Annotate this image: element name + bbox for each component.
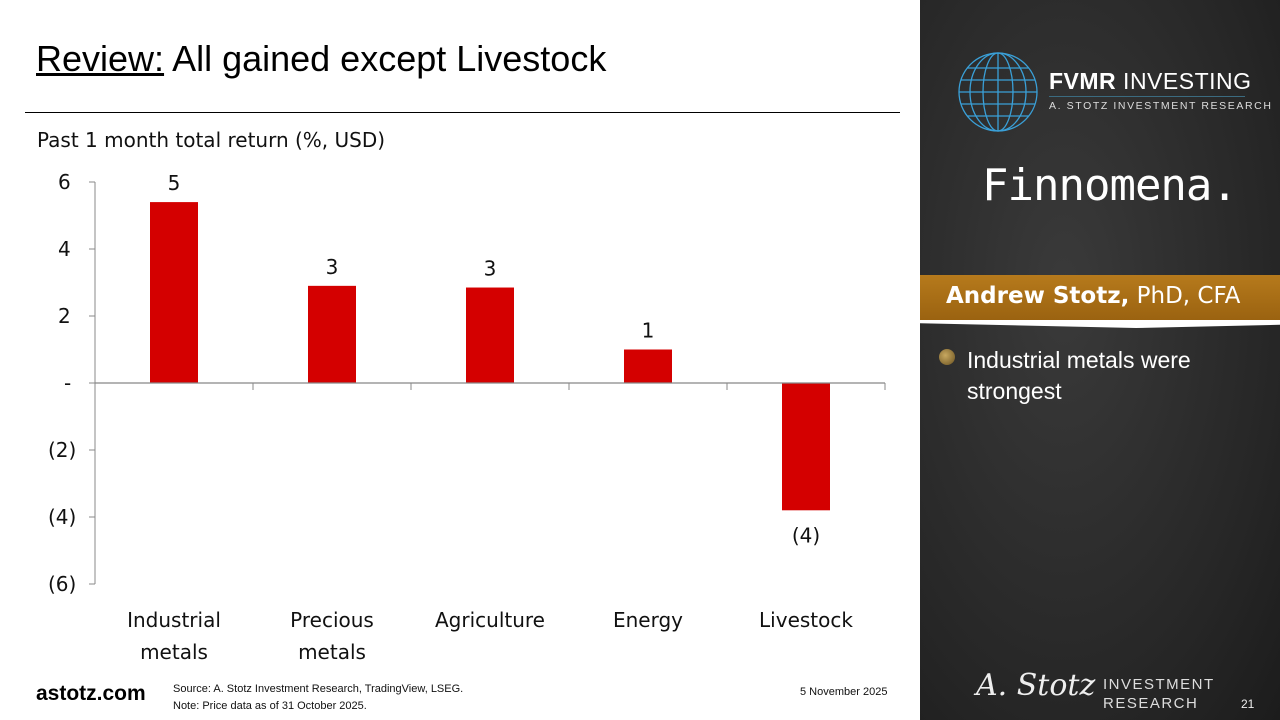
page-number: 21 — [1241, 697, 1255, 711]
side-panel — [920, 0, 1280, 720]
bar-agriculture — [466, 287, 514, 383]
bar-precious-metals — [308, 285, 356, 383]
signature-logo: A. Stotz — [976, 668, 1096, 703]
bar-chart: 6 4 2 - (2) (4) (6) 5 Industrial metals 3 Precious m… — [48, 170, 886, 664]
presenter-name: Andrew Stotz, PhD, CFA — [946, 283, 1241, 309]
bar-industrial-metals — [150, 202, 198, 383]
x-tick-label: Precious — [290, 608, 374, 632]
bar-livestock — [782, 383, 830, 511]
x-tick-label: Livestock — [759, 608, 853, 632]
y-tick-label: - — [64, 371, 71, 395]
y-tick-label: 6 — [58, 170, 71, 194]
title-divider — [25, 112, 900, 113]
data-label: 1 — [642, 319, 655, 343]
data-label: (4) — [792, 523, 820, 547]
site-url: astotz.com — [36, 682, 146, 705]
slide-title: Review: All gained except Livestock — [36, 38, 607, 79]
x-tick-label: metals — [140, 640, 208, 664]
presenter-banner — [920, 275, 1280, 321]
y-tick-label: 4 — [58, 237, 71, 261]
bullet-text: Industrial metals were strongest — [967, 347, 1191, 404]
x-tick-label: metals — [298, 640, 366, 664]
x-tick-label: Agriculture — [435, 608, 545, 632]
y-tick-label: (2) — [48, 438, 76, 462]
y-tick-label: 2 — [58, 304, 71, 328]
bullet-globe-icon — [939, 349, 955, 365]
data-label: 3 — [326, 255, 339, 279]
x-tick-label: Industrial — [127, 608, 221, 632]
finnomena-logo: Finnomena. — [982, 160, 1238, 211]
globe-logo-icon — [958, 52, 1038, 132]
slide-date: 5 November 2025 — [800, 686, 888, 698]
data-label: 5 — [168, 171, 181, 195]
bar-energy — [624, 349, 672, 383]
y-tick-label: (4) — [48, 505, 76, 529]
investment-research-logo: INVESTMENT RESEARCH — [1103, 676, 1215, 712]
chart-title: Past 1 month total return (%, USD) — [37, 128, 386, 152]
data-label: 3 — [484, 257, 497, 281]
source-note: Source: A. Stotz Investment Research, Tr… — [173, 683, 464, 712]
banner-underline — [920, 320, 1280, 328]
fvmr-subtitle: A. STOTZ INVESTMENT RESEARCH — [1049, 100, 1273, 112]
fvmr-logo-text: FVMR INVESTING — [1049, 68, 1252, 94]
y-tick-label: (6) — [48, 572, 76, 596]
x-tick-label: Energy — [613, 608, 683, 632]
logo-divider — [1049, 96, 1245, 97]
